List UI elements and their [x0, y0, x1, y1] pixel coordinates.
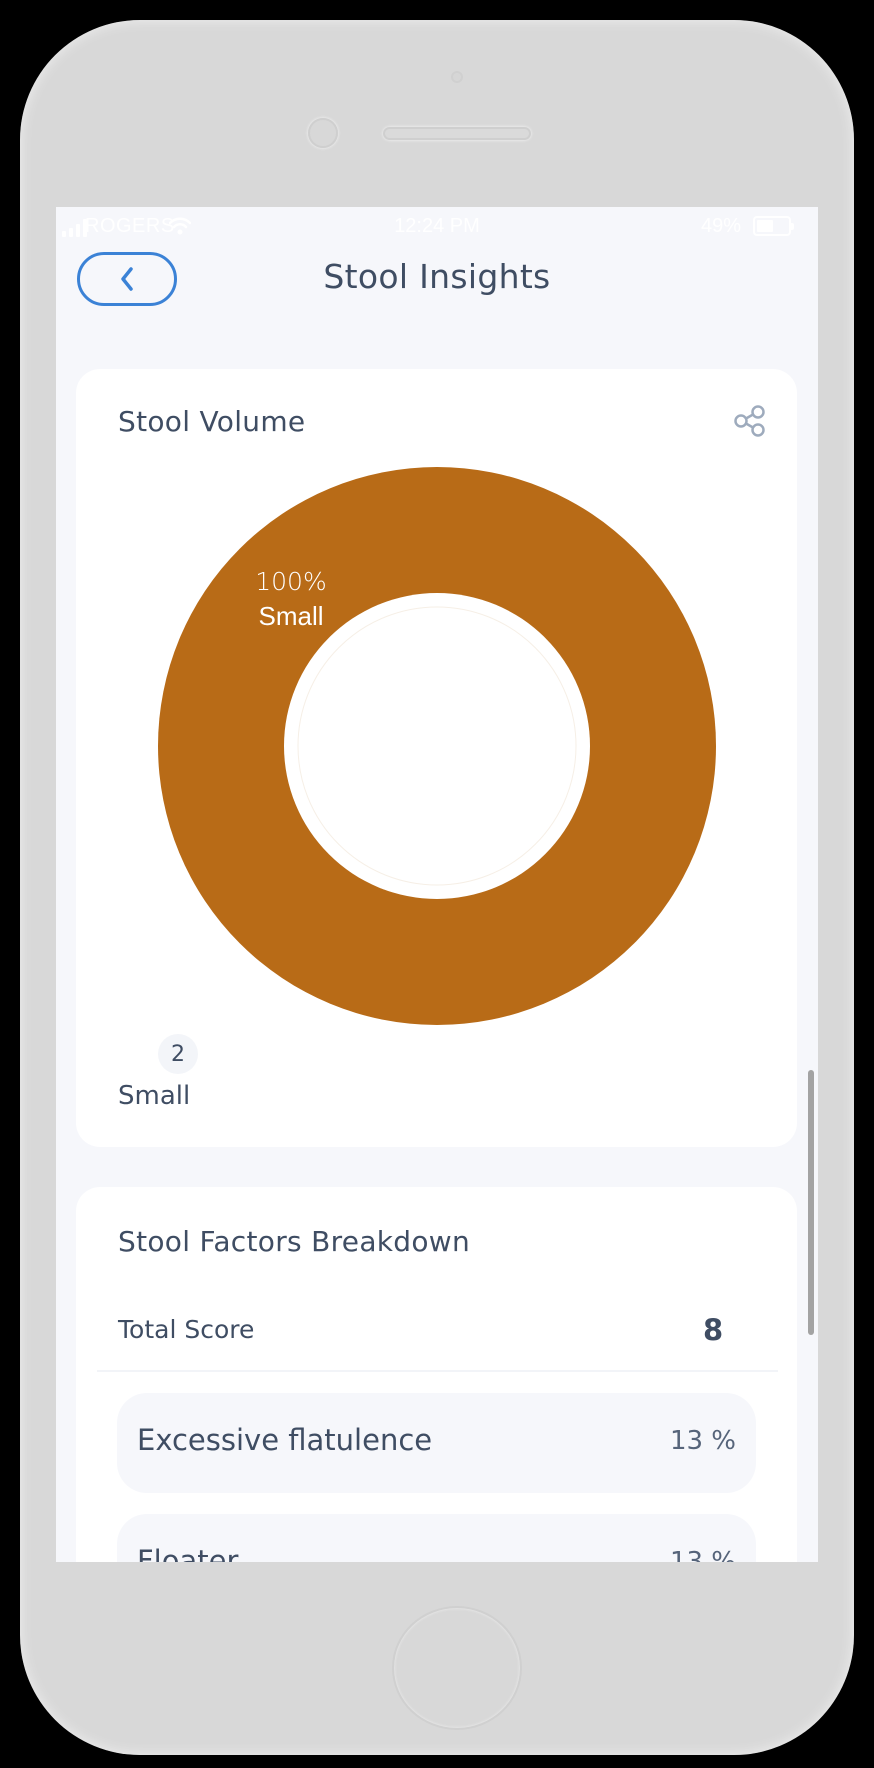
scrollbar[interactable] [808, 1070, 814, 1335]
stool-volume-card: Stool Volume 100% Small 2 Small [76, 369, 797, 1147]
factor-name: Excessive flatulence [137, 1423, 433, 1457]
factor-percent: 13 % [669, 1547, 736, 1562]
wifi-icon [169, 217, 191, 235]
legend-count-badge: 2 [158, 1034, 198, 1074]
home-button[interactable] [392, 1606, 522, 1730]
legend-label: Small [118, 1081, 191, 1111]
status-bar: ROGERS 12:24 PM 49% [56, 215, 818, 239]
total-score-row: Total Score 8 [118, 1313, 755, 1355]
factor-row[interactable]: Excessive flatulence 13 % [117, 1393, 756, 1493]
slice-name: Small [258, 601, 324, 631]
card-title: Stool Volume [118, 405, 306, 438]
total-score-value: 8 [703, 1313, 724, 1347]
chevron-left-icon [121, 267, 133, 291]
slice-percent: 100% [255, 567, 327, 596]
factor-name: Floater [137, 1544, 239, 1562]
donut-svg [158, 467, 716, 1025]
battery-percent: 49% [701, 215, 742, 237]
card-title: Stool Factors Breakdown [118, 1225, 471, 1258]
divider [97, 1370, 778, 1372]
factor-percent: 13 % [669, 1426, 736, 1456]
earpiece-speaker [383, 127, 531, 140]
slice-label: 100% Small [236, 565, 346, 633]
clock: 12:24 PM [394, 215, 480, 237]
battery-icon [753, 216, 794, 236]
total-score-label: Total Score [118, 1315, 255, 1344]
app-screen: ROGERS 12:24 PM 49% Stool Insights Stool… [56, 207, 818, 1562]
proximity-sensor [451, 71, 463, 83]
back-button[interactable] [77, 252, 177, 306]
donut-chart: 100% Small [158, 467, 716, 1025]
page-title: Stool Insights [323, 257, 551, 296]
signal-icon [62, 217, 87, 237]
share-icon[interactable] [733, 405, 767, 437]
factor-row[interactable]: Floater 13 % [117, 1514, 756, 1562]
stool-factors-card: Stool Factors Breakdown Total Score 8 Ex… [76, 1187, 797, 1562]
front-camera [308, 118, 338, 148]
carrier-name: ROGERS [85, 215, 175, 237]
